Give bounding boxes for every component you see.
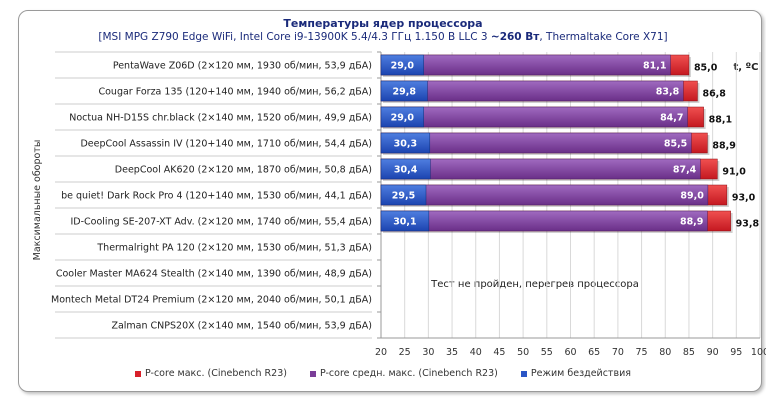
data-label-idle: 30,1 (393, 217, 416, 228)
x-tick-label: 20 (375, 347, 387, 358)
x-tick-label: 45 (493, 347, 505, 358)
data-label-pcore-avg: 85,5 (664, 139, 687, 150)
bar-pcore-avg (380, 184, 709, 206)
category-label: Thermalright PA 120 (2×120 мм, 1530 об/м… (96, 243, 372, 254)
data-label-pcore-avg: 87,4 (673, 165, 697, 176)
bar-idle (380, 210, 430, 232)
category-label: Cooler Master MA624 Stealth (2×140 мм, 1… (56, 269, 372, 280)
category-label: Cougar Forza 135 (120+140 мм, 1940 об/ми… (98, 87, 372, 98)
legend-swatch (309, 370, 316, 377)
annotation-text: Тест не пройден, перегрев процессора (430, 279, 639, 290)
x-tick-label: 85 (683, 347, 695, 358)
data-label-pcore-max: 86,8 (702, 89, 726, 100)
x-tick-label: 60 (564, 347, 576, 358)
category-label: PentaWave Z06D (2×120 мм, 1930 об/мин, 5… (113, 61, 372, 72)
bar-pcore-avg (380, 106, 688, 128)
x-tick-label: 50 (517, 347, 529, 358)
x-tick-label: 65 (588, 347, 600, 358)
x-tick-label: 95 (730, 347, 742, 358)
x-tick-label: 55 (541, 347, 553, 358)
x-tick-label: 80 (659, 347, 671, 358)
x-tick-label: 70 (612, 347, 624, 358)
data-label-idle: 29,0 (391, 61, 415, 72)
category-label: Zalman CNPS20X (2×140 мм, 1540 об/мин, 5… (111, 321, 372, 332)
data-label-pcore-avg: 84,7 (660, 113, 683, 124)
x-tick-label: 90 (707, 347, 719, 358)
data-label-pcore-avg: 83,8 (656, 87, 680, 98)
data-label-pcore-max: 93,8 (736, 219, 760, 230)
data-label-pcore-avg: 88,9 (680, 217, 703, 228)
y-axis-label: Максимальные обороты (32, 140, 43, 261)
category-label: DeepCool AK620 (2×120 мм, 1870 об/мин, 5… (115, 165, 372, 176)
category-label: DeepCool Assassin IV (120+140 мм, 1710 о… (80, 139, 372, 150)
category-label: be quiet! Dark Rock Pro 4 (120+140 мм, 1… (61, 191, 372, 202)
data-label-pcore-max: 88,1 (709, 115, 732, 126)
bar-pcore-avg (380, 210, 708, 232)
legend-label: P-core средн. макс. (Cinebench R23) (319, 368, 498, 379)
data-label-pcore-max: 93,0 (732, 193, 756, 204)
bar-idle (380, 54, 424, 76)
chart-title: Температуры ядер процессора (283, 17, 483, 30)
bar-idle (380, 106, 424, 128)
legend-label: P-core макс. (Cinebench R23) (145, 368, 287, 379)
bar-pcore-avg (380, 54, 671, 76)
legend: P-core макс. (Cinebench R23) P-core сред… (0, 368, 766, 379)
subtitle-part-2: ~260 Вт (490, 31, 540, 43)
subtitle-part-3: , Thermaltake Core X71] (539, 31, 668, 43)
data-label-idle: 29,0 (391, 113, 415, 124)
data-label-idle: 29,8 (392, 87, 416, 98)
x-tick-label: 30 (422, 347, 434, 358)
category-label: ID-Cooling SE-207-XT Adv. (2×120 мм, 174… (70, 217, 372, 228)
unit-label: t, ºC (733, 62, 758, 73)
legend-item-idle: Режим бездействия (520, 368, 631, 379)
chart-subtitle: [MSI MPG Z790 Edge WiFi, Intel Core i9-1… (0, 31, 766, 43)
data-label-pcore-max: 85,0 (694, 63, 718, 74)
data-label-pcore-avg: 81,1 (643, 61, 666, 72)
x-tick-label: 40 (470, 347, 482, 358)
legend-label: Режим бездействия (530, 368, 631, 379)
x-tick-label: 35 (446, 347, 458, 358)
subtitle-part-1: [MSI MPG Z790 Edge WiFi, Intel Core i9-1… (98, 31, 491, 43)
data-label-idle: 30,4 (394, 165, 418, 176)
data-label-pcore-max: 91,0 (722, 167, 746, 178)
data-label-idle: 30,3 (394, 139, 417, 150)
data-label-pcore-avg: 89,0 (680, 191, 704, 202)
legend-swatch (520, 370, 527, 377)
category-label: Noctua NH-D15S chr.black (2×140 мм, 1520… (69, 113, 372, 124)
legend-item-pcore-avg: P-core средн. макс. (Cinebench R23) (309, 368, 498, 379)
category-label: Montech Metal DT24 Premium (2×120 мм, 20… (51, 295, 372, 306)
legend-swatch (135, 370, 142, 377)
data-label-idle: 29,5 (392, 191, 415, 202)
x-tick-label: 100 (751, 347, 766, 358)
bar-idle (380, 132, 431, 154)
bar-idle (380, 80, 428, 102)
legend-item-pcore-max: P-core макс. (Cinebench R23) (135, 368, 287, 379)
bar-idle (380, 184, 427, 206)
data-label-pcore-max: 88,9 (712, 141, 735, 152)
x-tick-label: 75 (636, 347, 648, 358)
x-tick-label: 25 (399, 347, 411, 358)
bar-idle (380, 158, 431, 180)
